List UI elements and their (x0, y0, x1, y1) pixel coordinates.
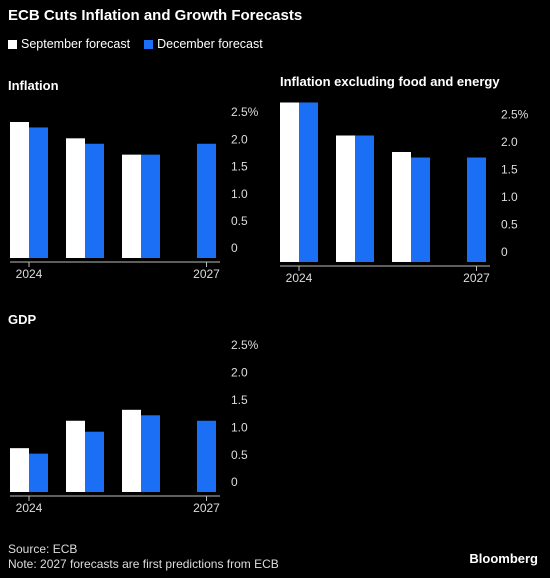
y-tick-label: 1.0 (231, 187, 248, 201)
note: Note: 2027 forecasts are first predictio… (8, 557, 279, 571)
bar (197, 420, 216, 492)
bar (141, 415, 160, 492)
legend-swatch (8, 39, 17, 49)
panel-title: Inflation (8, 78, 59, 93)
y-tick-label: 0 (231, 475, 238, 489)
y-tick-label: 2.5% (231, 105, 259, 119)
y-tick-label: 2.0 (231, 132, 248, 146)
bar (85, 431, 104, 492)
bar (122, 409, 141, 492)
panel-title: Inflation excluding food and energy (280, 74, 500, 89)
y-tick-label: 0.5 (231, 214, 248, 228)
bar (280, 102, 299, 262)
bar (355, 135, 374, 262)
legend-swatch (144, 39, 154, 49)
y-tick-label: 0 (501, 245, 508, 259)
y-tick-label: 0 (231, 241, 238, 255)
y-tick-label: 1.0 (501, 190, 518, 204)
x-tick-label: 2024 (286, 271, 313, 285)
x-tick-label: 2027 (193, 267, 220, 281)
y-tick-label: 1.5 (501, 163, 518, 177)
bar (66, 138, 85, 258)
bar (411, 157, 430, 262)
legend-label: September forecast (21, 37, 131, 51)
bar (10, 448, 29, 492)
bar (467, 157, 486, 262)
y-tick-label: 0.5 (501, 218, 518, 232)
y-tick-label: 2.0 (231, 366, 248, 380)
y-tick-label: 2.0 (501, 135, 518, 149)
bar (141, 154, 160, 258)
x-tick-label: 2024 (16, 501, 43, 515)
y-tick-label: 0.5 (231, 448, 248, 462)
panel-title: GDP (8, 312, 37, 327)
legend: September forecast December forecast (8, 37, 263, 51)
bar (29, 127, 48, 258)
legend-item: December forecast (144, 37, 263, 51)
x-tick-label: 2027 (193, 501, 220, 515)
title: ECB Cuts Inflation and Growth Forecasts (8, 7, 303, 24)
legend-item: September forecast (8, 37, 130, 51)
bar (66, 420, 85, 492)
bar (122, 154, 141, 258)
x-tick-label: 2024 (16, 267, 43, 281)
bar (197, 143, 216, 258)
y-tick-label: 2.5% (231, 338, 259, 352)
y-tick-label: 1.0 (231, 420, 248, 434)
legend-label: December forecast (157, 37, 263, 51)
bar (29, 453, 48, 492)
x-tick-label: 2027 (463, 271, 490, 285)
y-tick-label: 1.5 (231, 393, 248, 407)
source: Source: ECB (8, 542, 78, 556)
bar (392, 152, 411, 262)
bar (336, 135, 355, 262)
y-tick-label: 1.5 (231, 160, 248, 174)
bar (10, 122, 29, 258)
bar (85, 143, 104, 258)
y-tick-label: 2.5% (501, 108, 529, 122)
brand: Bloomberg (469, 551, 538, 566)
bar (299, 102, 318, 262)
